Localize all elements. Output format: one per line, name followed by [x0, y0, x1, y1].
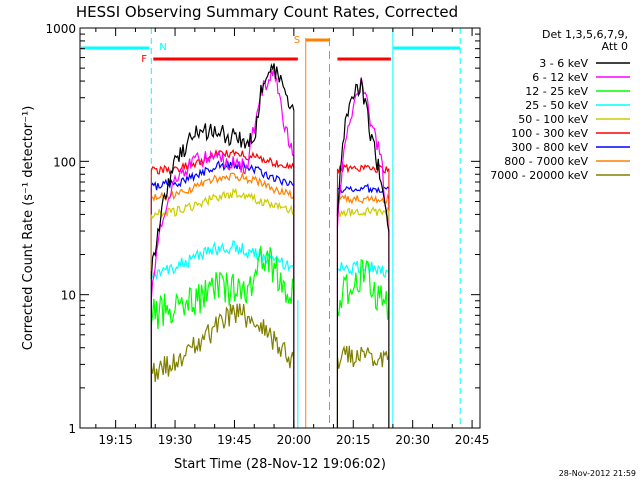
y-axis: 1 10 100 1000 — [45, 22, 480, 436]
x-axis-label: Start Time (28-Nov-12 19:06:02) — [174, 457, 386, 472]
series-line — [150, 187, 295, 219]
x-axis: 19:15 19:30 19:45 20:00 20:15 20:30 20:45 — [95, 28, 490, 447]
series-line — [336, 193, 390, 205]
series-line — [150, 245, 295, 330]
series-line — [150, 67, 295, 301]
legend-label: 300 - 800 keV — [511, 141, 588, 154]
series-line — [150, 62, 295, 280]
series-line — [150, 303, 295, 382]
y-tick-label: 1000 — [45, 22, 76, 36]
legend-label: 50 - 100 keV — [518, 113, 588, 126]
flag-n-label: N — [159, 42, 166, 53]
x-tick-label: 19:30 — [158, 433, 193, 447]
series-line — [150, 148, 295, 175]
x-tick-label: 19:45 — [217, 433, 252, 447]
legend-label: 25 - 50 keV — [525, 99, 588, 112]
observing-flags: N F S — [81, 28, 461, 428]
series-line — [337, 183, 390, 194]
series-line — [336, 163, 390, 175]
flag-s-label: S — [294, 35, 300, 46]
x-tick-label: 20:45 — [455, 433, 490, 447]
series-line — [336, 78, 390, 232]
legend-label: 7000 - 20000 keV — [490, 169, 588, 182]
series-line — [336, 206, 390, 218]
x-tick-label: 20:00 — [277, 433, 312, 447]
legend-label: 6 - 12 keV — [532, 71, 588, 84]
series-line — [150, 160, 295, 191]
x-tick-label: 20:15 — [336, 433, 371, 447]
legend-title: Att 0 — [602, 40, 628, 53]
series-layer — [150, 62, 390, 428]
legend-label: 100 - 300 keV — [511, 127, 588, 140]
legend-label: 3 - 6 keV — [539, 57, 588, 70]
x-tick-label: 19:15 — [98, 433, 133, 447]
y-tick-label: 1 — [68, 422, 76, 436]
flag-f-label: F — [141, 54, 147, 65]
series-line — [151, 171, 295, 203]
y-tick-label: 100 — [53, 155, 76, 169]
series-line — [336, 344, 390, 369]
plot-frame — [79, 27, 481, 429]
y-tick-label: 10 — [61, 289, 76, 303]
y-axis-label: Corrected Count Rate (s⁻¹ detector⁻¹) — [21, 106, 36, 351]
legend-label: 800 - 7000 keV — [504, 155, 588, 168]
chart-title: HESSI Observing Summary Count Rates, Cor… — [76, 3, 458, 21]
series-line — [336, 258, 390, 320]
timestamp: 28-Nov-2012 21:59 — [559, 469, 636, 478]
x-tick-label: 20:30 — [395, 433, 430, 447]
legend-title: Det 1,3,5,6,7,9, — [542, 28, 628, 41]
legend-label: 12 - 25 keV — [525, 85, 588, 98]
